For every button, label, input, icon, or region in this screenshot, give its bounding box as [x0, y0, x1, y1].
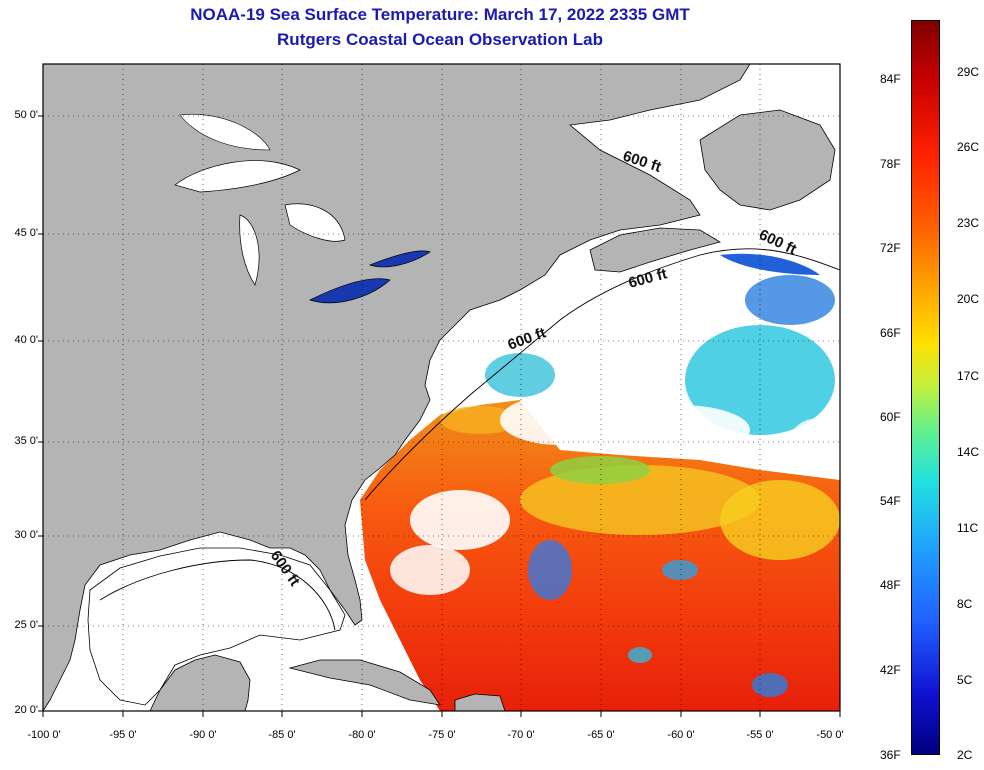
temperature-colorbar — [911, 20, 940, 755]
colorbar-c-label: 29C — [957, 65, 980, 79]
cloud-patch — [500, 395, 620, 445]
axis-ticks — [38, 115, 841, 717]
sst-yellow-patch — [440, 406, 520, 434]
land-hispaniola — [454, 693, 506, 711]
lon-label: -65 0' — [587, 729, 615, 741]
sst-blue-patch — [528, 540, 572, 600]
lon-label: -60 0' — [667, 729, 695, 741]
sst-yellow-patch — [720, 480, 840, 560]
sst-cyan-patch — [685, 325, 835, 435]
lon-label: -70 0' — [507, 729, 535, 741]
depth-contour — [99, 559, 336, 631]
cloud-patch — [410, 490, 510, 550]
lake-ontario — [368, 250, 431, 268]
cloud-patch — [790, 418, 840, 462]
colorbar-c-label: 11C — [957, 521, 979, 535]
sst-cyan-patch — [485, 353, 555, 397]
land-yucatan — [149, 654, 251, 711]
hudson-bay-lake — [179, 113, 271, 151]
depth-contour — [364, 248, 840, 501]
lat-label: 25 0' — [14, 619, 38, 631]
lat-label: 35 0' — [14, 435, 38, 447]
colorbar-f-label: 60F — [880, 410, 901, 424]
lon-label: -100 0' — [27, 729, 61, 741]
colorbar-f-label: 84F — [880, 72, 901, 86]
lake-erie — [309, 278, 391, 304]
lat-label: 45 0' — [14, 227, 38, 239]
lat-label: 20 0' — [14, 704, 38, 716]
land-cuba — [288, 659, 441, 706]
colorbar-c-label: 20C — [957, 292, 980, 306]
lon-label: -75 0' — [428, 729, 456, 741]
lon-label: -50 0' — [816, 729, 844, 741]
colorbar-c-label: 14C — [957, 445, 980, 459]
cloud-patch — [390, 545, 470, 595]
colorbar-c-label: 17C — [957, 369, 980, 383]
cold-water-gulf — [720, 253, 820, 275]
cloud-patch — [610, 405, 750, 455]
map-subtitle: Rutgers Coastal Ocean Observation Lab — [277, 30, 603, 49]
colorbar-f-label: 66F — [880, 326, 901, 340]
lon-label: -90 0' — [189, 729, 217, 741]
colorbar-f-label: 36F — [880, 748, 901, 762]
lon-label: -55 0' — [746, 729, 774, 741]
sst-blue-patch — [752, 673, 788, 697]
colorbar-f-label: 72F — [880, 241, 901, 255]
colorbar-c-label: 8C — [957, 597, 973, 611]
lake-michigan — [239, 214, 260, 286]
colorbar-c-label: 23C — [957, 216, 980, 230]
colorbar-f-label: 42F — [880, 663, 901, 677]
sst-cyan-patch — [628, 647, 652, 663]
colorbar-f-label: 48F — [880, 578, 901, 592]
colorbar-f-label: 54F — [880, 494, 901, 508]
colorbar-f-label: 78F — [880, 157, 901, 171]
lake-huron — [284, 203, 346, 242]
sst-blue-patch — [745, 275, 835, 325]
colorbar-c-label: 5C — [957, 673, 973, 687]
sst-green-patch — [550, 456, 650, 484]
lake-superior — [174, 160, 301, 193]
lon-label: -85 0' — [268, 729, 296, 741]
colorbar-c-label: 26C — [957, 140, 980, 154]
sst-map: 600 ft 600 ft 600 ft 600 ft 600 ft — [38, 63, 841, 717]
lon-label: -95 0' — [109, 729, 137, 741]
colorbar-c-label: 2C — [957, 748, 973, 762]
lat-label: 50 0' — [14, 109, 38, 121]
land-newfoundland — [699, 109, 836, 211]
land-nova-scotia — [589, 227, 722, 273]
lon-label: -80 0' — [348, 729, 376, 741]
sst-blue-patch — [662, 560, 698, 580]
gulf-of-mexico — [87, 547, 346, 706]
lat-label: 40 0' — [14, 334, 38, 346]
map-title: NOAA-19 Sea Surface Temperature: March 1… — [190, 5, 690, 24]
lat-label: 30 0' — [14, 529, 38, 541]
land-north-america — [43, 64, 751, 711]
